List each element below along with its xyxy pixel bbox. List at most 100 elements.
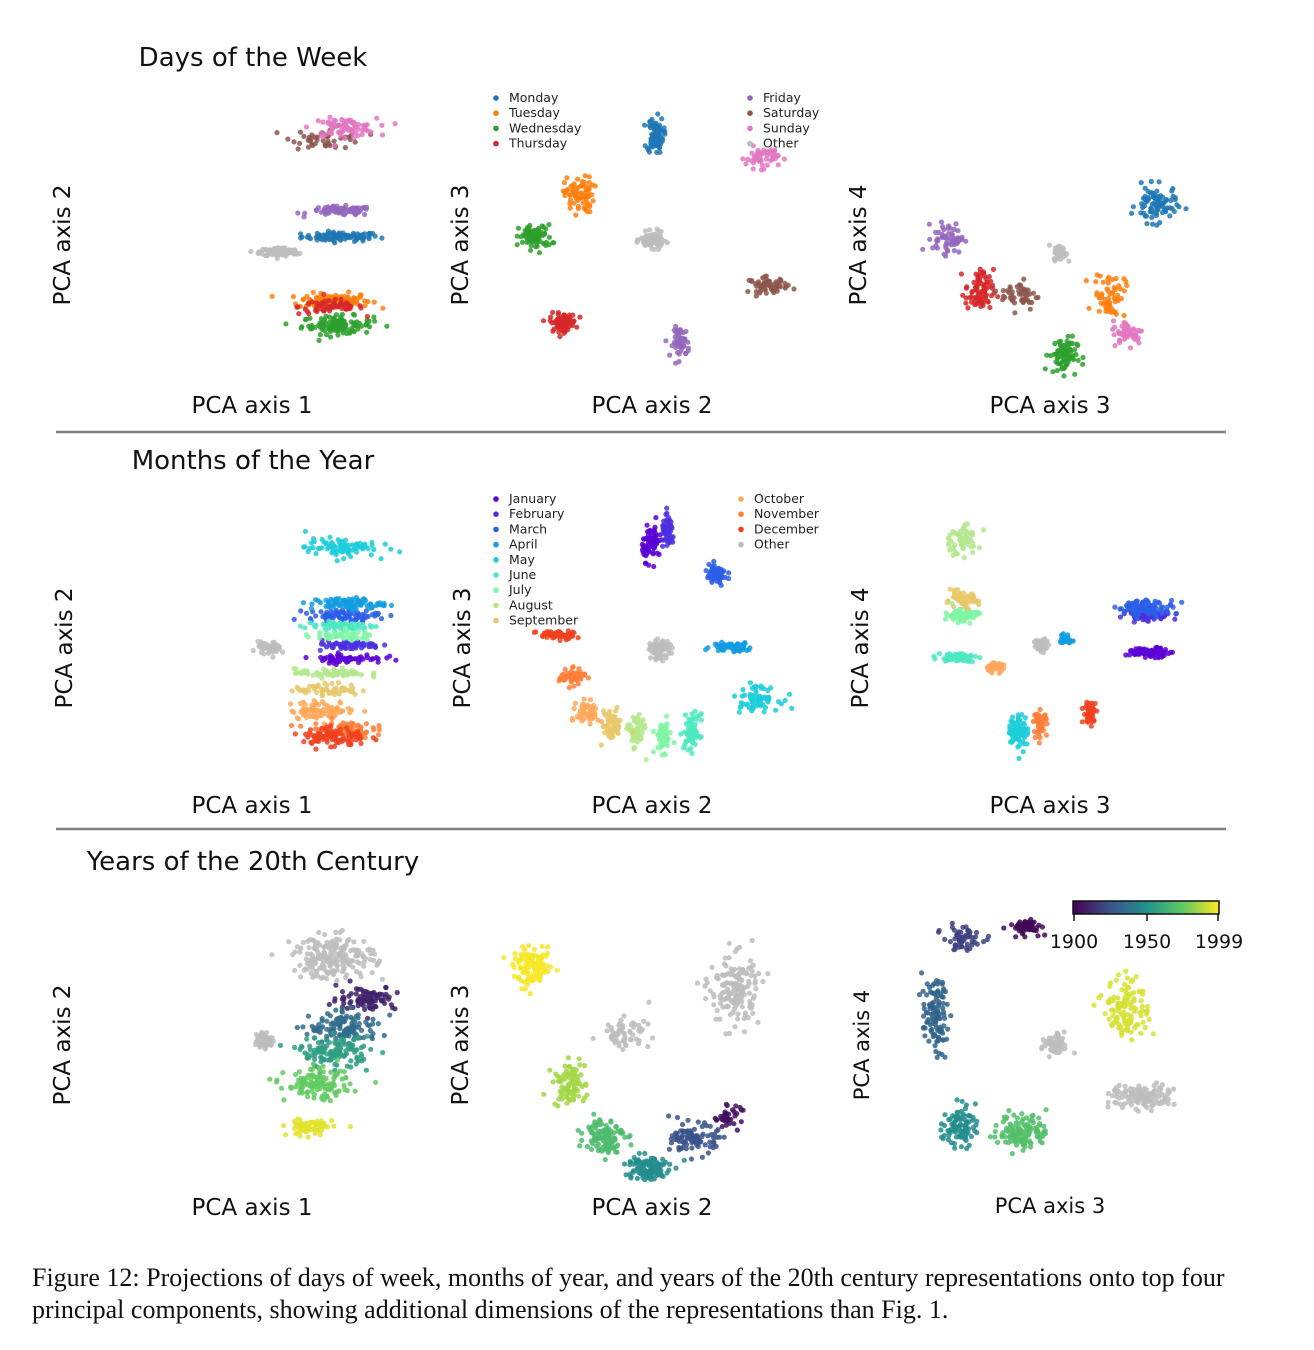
scatter-point	[961, 555, 967, 561]
scatter-point	[269, 252, 276, 258]
scatter-point	[331, 1123, 337, 1129]
scatter-point	[962, 604, 968, 610]
scatter-point	[288, 701, 294, 707]
scatter-point	[381, 1000, 388, 1007]
scatter-point	[533, 228, 539, 234]
scatter-point	[1048, 353, 1054, 359]
scatter-point	[557, 631, 563, 637]
scatter-point	[352, 731, 358, 737]
scatter-point	[341, 546, 347, 552]
scatter-point	[756, 158, 762, 164]
legend-label: Other	[754, 537, 790, 552]
scatter-point	[967, 620, 973, 626]
xlabel: PCA axis 2	[592, 793, 713, 819]
xlabel: PCA axis 3	[990, 793, 1111, 819]
scatter-point	[1033, 711, 1039, 718]
scatter-point	[312, 624, 318, 630]
scatter-point	[347, 1081, 353, 1087]
scatter-point	[728, 642, 734, 648]
scatter-point	[1115, 329, 1121, 335]
scatter-point	[356, 655, 362, 661]
scatter-point	[655, 138, 661, 144]
scatter-point	[726, 575, 732, 582]
panel-months-3: PCA axis 3 PCA axis 4	[848, 521, 1185, 819]
scatter-point	[956, 249, 962, 255]
scatter-point	[343, 1027, 349, 1033]
scatter-point	[303, 124, 309, 130]
scatter-point	[771, 285, 777, 291]
scatter-point	[383, 985, 389, 991]
scatter-point	[345, 655, 351, 662]
scatter-point	[348, 1064, 354, 1070]
scatter-point	[371, 546, 377, 553]
scatter-point	[1153, 212, 1159, 219]
scatter-point	[644, 522, 650, 528]
scatter-point	[384, 655, 390, 661]
scatter-point	[1093, 279, 1099, 285]
panel-years-1: PCA axis 1 PCA axis 2	[50, 927, 400, 1221]
scatter-point	[934, 237, 940, 243]
scatter-point	[789, 705, 795, 711]
scatter-point	[529, 230, 535, 236]
scatter-point	[673, 344, 679, 350]
ylabel: PCA axis 4	[848, 588, 874, 709]
scatter-point	[327, 690, 333, 696]
scatter-point	[612, 708, 619, 714]
scatter-point	[358, 323, 364, 329]
scatter-point	[654, 550, 660, 556]
scatter-point	[343, 232, 349, 238]
scatter-point	[303, 316, 309, 322]
scatter-point	[1090, 718, 1097, 724]
scatter-point	[317, 600, 324, 606]
xlabel: PCA axis 2	[592, 393, 713, 419]
scatter-point	[1126, 601, 1132, 608]
scatter-point	[386, 994, 392, 1000]
scatter-point	[1012, 310, 1018, 316]
scatter-point	[657, 745, 663, 751]
scatter-point	[339, 989, 346, 995]
scatter-point	[586, 180, 593, 186]
scatter-point	[1157, 220, 1163, 226]
scatter-point	[936, 650, 943, 657]
scatter-point	[606, 708, 613, 715]
scatter-point	[781, 156, 788, 162]
scatter-point	[363, 1019, 369, 1025]
scatter-point	[1020, 749, 1026, 755]
scatter-point	[749, 150, 755, 156]
scatter-point	[654, 242, 661, 248]
scatter-point	[546, 222, 552, 228]
scatter-point	[561, 180, 568, 186]
scatter-point	[576, 666, 582, 672]
scatter-point	[361, 994, 367, 1000]
legend-marker	[493, 587, 499, 593]
scatter-point	[324, 1082, 330, 1088]
scatter-point	[1172, 197, 1178, 203]
scatter-point	[281, 1097, 287, 1103]
scatter-point	[1102, 296, 1108, 303]
scatter-point	[374, 115, 380, 121]
scatter-point	[1121, 312, 1127, 319]
scatter-point	[634, 725, 640, 731]
scatter-point	[341, 205, 347, 211]
scatter-point	[318, 316, 324, 322]
scatter-point	[302, 625, 308, 631]
scatter-point	[564, 187, 571, 193]
scatter-point	[571, 683, 577, 689]
scatter-point	[1086, 305, 1092, 311]
scatter-point	[575, 206, 581, 212]
scatter-point	[1046, 242, 1053, 248]
scatter-point	[358, 1045, 364, 1051]
scatter-point	[347, 978, 353, 984]
scatter-point	[301, 133, 307, 139]
scatter-point	[305, 1134, 311, 1140]
scatter-point	[996, 670, 1002, 676]
scatter-point	[302, 1050, 308, 1056]
scatter-point	[388, 602, 395, 609]
legend-label: May	[509, 552, 535, 567]
scatter-point	[976, 289, 982, 295]
scatter-point	[745, 156, 751, 162]
legend-label: September	[509, 613, 579, 628]
scatter-point	[348, 707, 354, 713]
scatter-point	[514, 242, 520, 248]
